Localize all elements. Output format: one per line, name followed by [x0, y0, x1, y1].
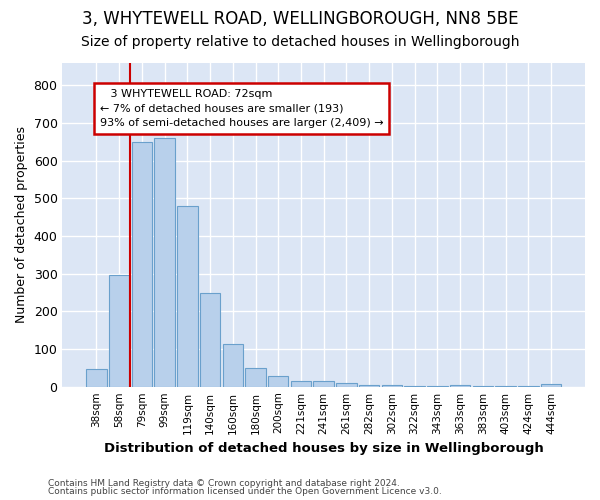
Bar [291, 380, 311, 386]
Bar [359, 385, 379, 386]
Bar [313, 382, 334, 386]
Bar [336, 383, 356, 386]
Bar [268, 376, 289, 386]
Bar [382, 385, 402, 386]
X-axis label: Distribution of detached houses by size in Wellingborough: Distribution of detached houses by size … [104, 442, 544, 455]
Bar [450, 385, 470, 386]
Bar [245, 368, 266, 386]
Text: 3, WHYTEWELL ROAD, WELLINGBOROUGH, NN8 5BE: 3, WHYTEWELL ROAD, WELLINGBOROUGH, NN8 5… [82, 10, 518, 28]
Text: Size of property relative to detached houses in Wellingborough: Size of property relative to detached ho… [81, 35, 519, 49]
Bar [131, 142, 152, 386]
Text: 3 WHYTEWELL ROAD: 72sqm
← 7% of detached houses are smaller (193)
93% of semi-de: 3 WHYTEWELL ROAD: 72sqm ← 7% of detached… [100, 89, 383, 128]
Bar [177, 206, 197, 386]
Bar [86, 369, 107, 386]
Text: Contains HM Land Registry data © Crown copyright and database right 2024.: Contains HM Land Registry data © Crown c… [48, 478, 400, 488]
Bar [200, 293, 220, 386]
Bar [541, 384, 561, 386]
Text: Contains public sector information licensed under the Open Government Licence v3: Contains public sector information licen… [48, 487, 442, 496]
Bar [223, 344, 243, 386]
Y-axis label: Number of detached properties: Number of detached properties [15, 126, 28, 323]
Bar [109, 276, 130, 386]
Bar [154, 138, 175, 386]
